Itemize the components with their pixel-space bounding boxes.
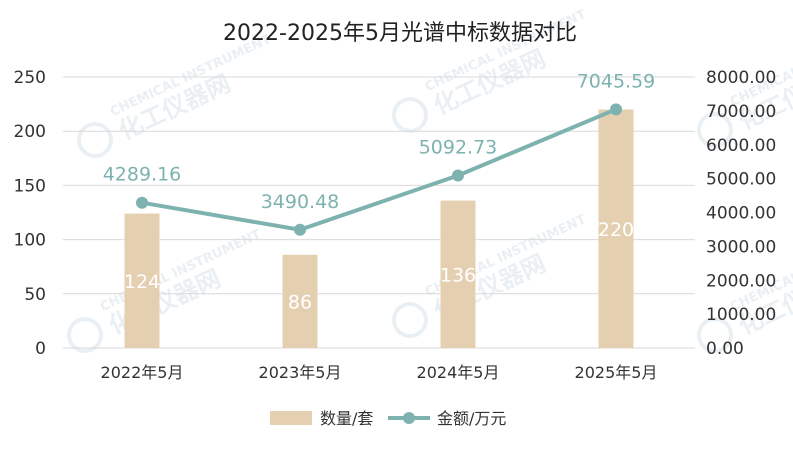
watermark-ring (77, 122, 113, 158)
y-left-tick-label: 50 (24, 285, 46, 305)
watermark-ring (392, 97, 428, 133)
bar (124, 213, 160, 348)
y-right-tick-label: 1000.00 (706, 305, 776, 325)
bar-series: 124 86 136 220 (124, 109, 634, 349)
watermark-ring (67, 317, 103, 353)
line-point (136, 196, 148, 209)
gridlines (63, 76, 695, 349)
watermark-ring (697, 317, 733, 353)
x-tick-label: 2025年5月 (575, 363, 658, 382)
y-right-tick-label: 6000.00 (706, 136, 776, 156)
line-data-label: 3490.48 (261, 191, 340, 213)
y-right-tick-label: 8000.00 (706, 68, 776, 88)
y-right-tick-label: 0.00 (706, 339, 744, 359)
line-point (610, 103, 622, 116)
line-point (294, 223, 306, 236)
line-data-label: 4289.16 (103, 164, 182, 186)
bar-data-label: 124 (124, 271, 160, 293)
line-path (141, 107, 617, 232)
line-point (452, 169, 464, 182)
bar (282, 254, 318, 348)
bar (440, 200, 476, 348)
line-data-label: 7045.59 (577, 70, 656, 92)
bar (598, 109, 634, 349)
y-left-tick-label: 100 (14, 231, 46, 251)
legend-line-marker (403, 412, 415, 424)
y-right-tick-label: 5000.00 (706, 170, 776, 190)
bar-data-label: 220 (598, 219, 634, 241)
legend-bar-swatch (270, 411, 312, 425)
y-left-tick-label: 0 (35, 339, 46, 359)
x-tick-label: 2023年5月 (259, 363, 342, 382)
y-left-tick-label: 250 (14, 68, 46, 88)
bar-data-label: 86 (288, 291, 312, 313)
axes: 0 50 100 150 200 250 0.00 1000.00 2000.00 3000.00… (14, 68, 777, 382)
y-right-tick-label: 2000.00 (706, 271, 776, 291)
legend: 数量/套 金额/万元 (270, 409, 506, 428)
x-tick-label: 2024年5月 (417, 363, 500, 382)
x-tick-label: 2022年5月 (101, 363, 184, 382)
watermark-ring (697, 112, 733, 148)
line-series: 4289.16 3490.48 5092.73 7045.59 (103, 70, 656, 236)
line-data-label: 5092.73 (419, 136, 498, 158)
y-left-tick-label: 200 (14, 122, 46, 142)
legend-bar-label: 数量/套 (320, 409, 373, 428)
bar-data-label: 136 (440, 264, 476, 286)
chart-title: 2022-2025年5月光谱中标数据对比 (223, 21, 577, 46)
watermark-ring (392, 302, 428, 338)
y-left-tick-label: 150 (14, 176, 46, 196)
legend-line-label: 金额/万元 (437, 409, 506, 428)
y-right-tick-label: 3000.00 (706, 237, 776, 257)
y-right-tick-label: 7000.00 (706, 102, 776, 122)
y-right-tick-label: 4000.00 (706, 204, 776, 224)
